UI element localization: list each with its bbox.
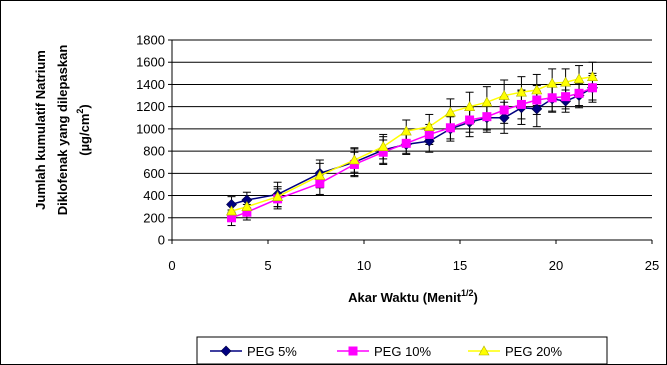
series-1-point-17 xyxy=(587,83,597,93)
series-1-point-7 xyxy=(424,129,434,139)
series-1-point-6 xyxy=(401,138,411,148)
gridlines xyxy=(172,39,652,219)
x-axis-title: Akar Waktu (Menit1/2) xyxy=(348,288,478,305)
x-tick-label-5: 25 xyxy=(645,258,659,273)
series-1-point-8 xyxy=(445,123,455,133)
legend-items: PEG 5% PEG 10% PEG 20% xyxy=(210,344,563,359)
series xyxy=(226,71,598,223)
series-2-point-8 xyxy=(444,106,456,117)
series-1-point-14 xyxy=(547,93,557,103)
series-2-point-14 xyxy=(546,77,558,88)
series-1-point-16 xyxy=(574,88,584,98)
y-tick-label-7: 1400 xyxy=(136,77,165,92)
legend-swatch-marker-2 xyxy=(478,345,490,356)
legend-swatch-marker-1 xyxy=(348,346,358,356)
y-axis-title-line3: (µg/cm2) xyxy=(75,104,92,156)
y-axis-title: Jumlah kumulatif Natrium Diklofenak yang… xyxy=(33,45,92,216)
y-tick-label-6: 1200 xyxy=(136,99,165,114)
series-2-point-4 xyxy=(348,154,360,165)
series-1-point-11 xyxy=(499,105,509,115)
legend-item-2: PEG 20% xyxy=(468,344,563,359)
series-1-point-12 xyxy=(516,99,526,109)
y-tick-label-5: 1000 xyxy=(136,121,165,136)
legend-label-1: PEG 10% xyxy=(374,344,432,359)
tick-labels: 0 200 400 600 800 1000 1200 1400 1600 1800 0 5 10 15 2… xyxy=(136,33,659,274)
y-axis-title-line2: Diklofenak yang dilepaskan xyxy=(55,45,70,216)
series-2-point-0 xyxy=(226,205,238,216)
series-2-point-1 xyxy=(241,201,253,211)
y-tick-label-0: 0 xyxy=(158,233,165,248)
series-2-point-16 xyxy=(573,73,585,84)
legend: PEG 5% PEG 10% PEG 20% xyxy=(196,336,608,365)
series-1-point-3 xyxy=(315,178,325,188)
series-2-point-5 xyxy=(377,141,389,151)
legend-box xyxy=(196,336,608,365)
x-tick-label-2: 10 xyxy=(357,258,371,273)
y-tick-label-1: 200 xyxy=(143,210,165,225)
series-1-point-13 xyxy=(532,95,542,105)
legend-item-0: PEG 5% xyxy=(210,344,297,359)
series-2-point-17 xyxy=(586,71,598,81)
axes xyxy=(168,39,653,244)
series-2-point-15 xyxy=(560,76,572,87)
x-tick-label-3: 15 xyxy=(453,258,467,273)
x-tick-label-4: 20 xyxy=(549,258,563,273)
series-2-point-2 xyxy=(272,191,284,201)
y-axis-title-line1: Jumlah kumulatif Natrium xyxy=(33,50,48,210)
series-2-point-13 xyxy=(531,84,543,95)
y-tick-label-8: 1600 xyxy=(136,55,165,70)
legend-item-1: PEG 10% xyxy=(337,344,432,359)
series-1-point-10 xyxy=(482,112,492,122)
y-tick-label-2: 400 xyxy=(143,188,165,203)
series-2-point-9 xyxy=(464,101,476,111)
legend-label-2: PEG 20% xyxy=(505,344,563,359)
series-2-point-12 xyxy=(515,86,527,97)
x-tick-label-1: 5 xyxy=(264,258,271,273)
legend-label-0: PEG 5% xyxy=(247,344,297,359)
legend-swatch-marker-0 xyxy=(220,345,232,357)
series-2-point-10 xyxy=(481,96,493,107)
series-1-point-9 xyxy=(465,115,475,125)
series-2-point-6 xyxy=(400,125,412,136)
series-2-point-11 xyxy=(498,89,510,100)
series-2-point-3 xyxy=(314,169,326,180)
y-tick-label-4: 800 xyxy=(143,144,165,159)
y-tick-label-3: 600 xyxy=(143,166,165,181)
series-1-point-15 xyxy=(561,92,571,102)
series-2-point-7 xyxy=(423,121,435,131)
series-0-point-13 xyxy=(531,103,543,115)
x-tick-label-0: 0 xyxy=(168,258,175,273)
y-tick-label-9: 1800 xyxy=(136,33,165,48)
series-0-point-11 xyxy=(498,112,510,124)
